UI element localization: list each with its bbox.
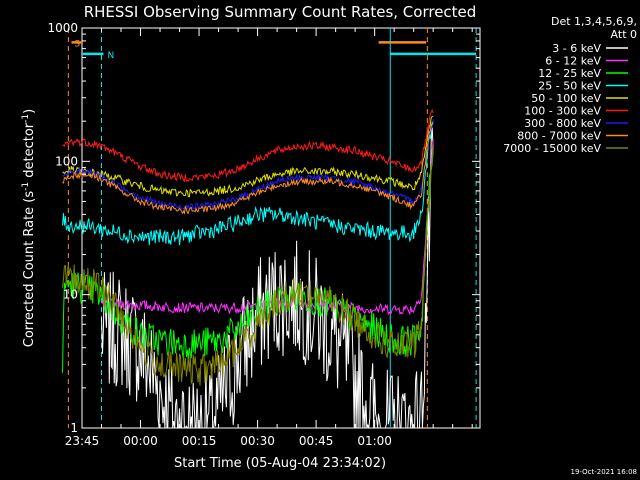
y-tick-label: 10 <box>63 288 78 302</box>
legend-label-1: 3 - 6 keV <box>552 42 601 55</box>
series-line-8 <box>62 122 434 215</box>
x-tick-label: 00:30 <box>240 434 275 448</box>
x-tick-label: 23:45 <box>65 434 100 448</box>
plot-frame <box>81 27 481 429</box>
series-line-4 <box>62 120 434 246</box>
y-axis-label-end: ) <box>22 109 37 114</box>
legend-header-line-1: Det 1,3,4,5,6,9, <box>551 15 637 28</box>
x-tick-label: 01:00 <box>357 434 392 448</box>
y-axis-label: Corrected Count Rate (s-1 detector-1) <box>21 109 37 347</box>
y-axis-label-main: Corrected Count Rate (s <box>22 191 37 348</box>
legend-label-4: 25 - 50 keV <box>538 80 601 93</box>
legend-label-5: 50 - 100 keV <box>531 92 601 105</box>
series-line-1 <box>101 127 434 429</box>
footer-date: 19-Oct-2021 16:08 <box>571 468 637 476</box>
y-axis-label-sup1: -1 <box>21 182 31 191</box>
chart-title: RHESSI Observing Summary Count Rates, Co… <box>84 3 477 21</box>
x-tick-label: 00:15 <box>182 434 217 448</box>
series-line-5 <box>62 115 434 198</box>
legend-header-line-2: Att 0 <box>611 28 637 41</box>
series-line-3 <box>62 150 434 373</box>
legend-label-3: 12 - 25 keV <box>538 67 601 80</box>
legend-label-7: 300 - 800 keV <box>524 117 601 130</box>
night-marker-label: N <box>108 51 115 61</box>
y-tick-label: 100 <box>55 154 78 168</box>
y-tick-label: 1 <box>70 421 78 435</box>
legend-label-8: 800 - 7000 keV <box>517 130 601 143</box>
axes-layer: 1 10 100 1000 23:45 00:00 00:15 00:30 00:45 01:00 <box>47 21 480 448</box>
series-line-6 <box>62 108 434 183</box>
legend-label-2: 6 - 12 keV <box>545 55 601 68</box>
x-tick-label: 00:45 <box>299 434 334 448</box>
x-axis-label: Start Time (05-Aug-04 23:34:02) <box>174 456 386 471</box>
y-axis-label-mid: detector <box>22 122 37 182</box>
series-line-9 <box>62 145 434 386</box>
x-tick-label: 00:00 <box>123 434 158 448</box>
legend-label-6: 100 - 300 keV <box>524 105 601 118</box>
series-line-7 <box>62 118 434 211</box>
series-layer <box>62 108 434 429</box>
y-axis-label-sup2: -1 <box>21 114 31 123</box>
legend-label-9: 7000 - 15000 keV <box>503 142 601 155</box>
saa-marker-label: S <box>74 39 80 49</box>
marker-layer: SN <box>67 28 477 428</box>
y-tick-label: 1000 <box>47 21 78 35</box>
